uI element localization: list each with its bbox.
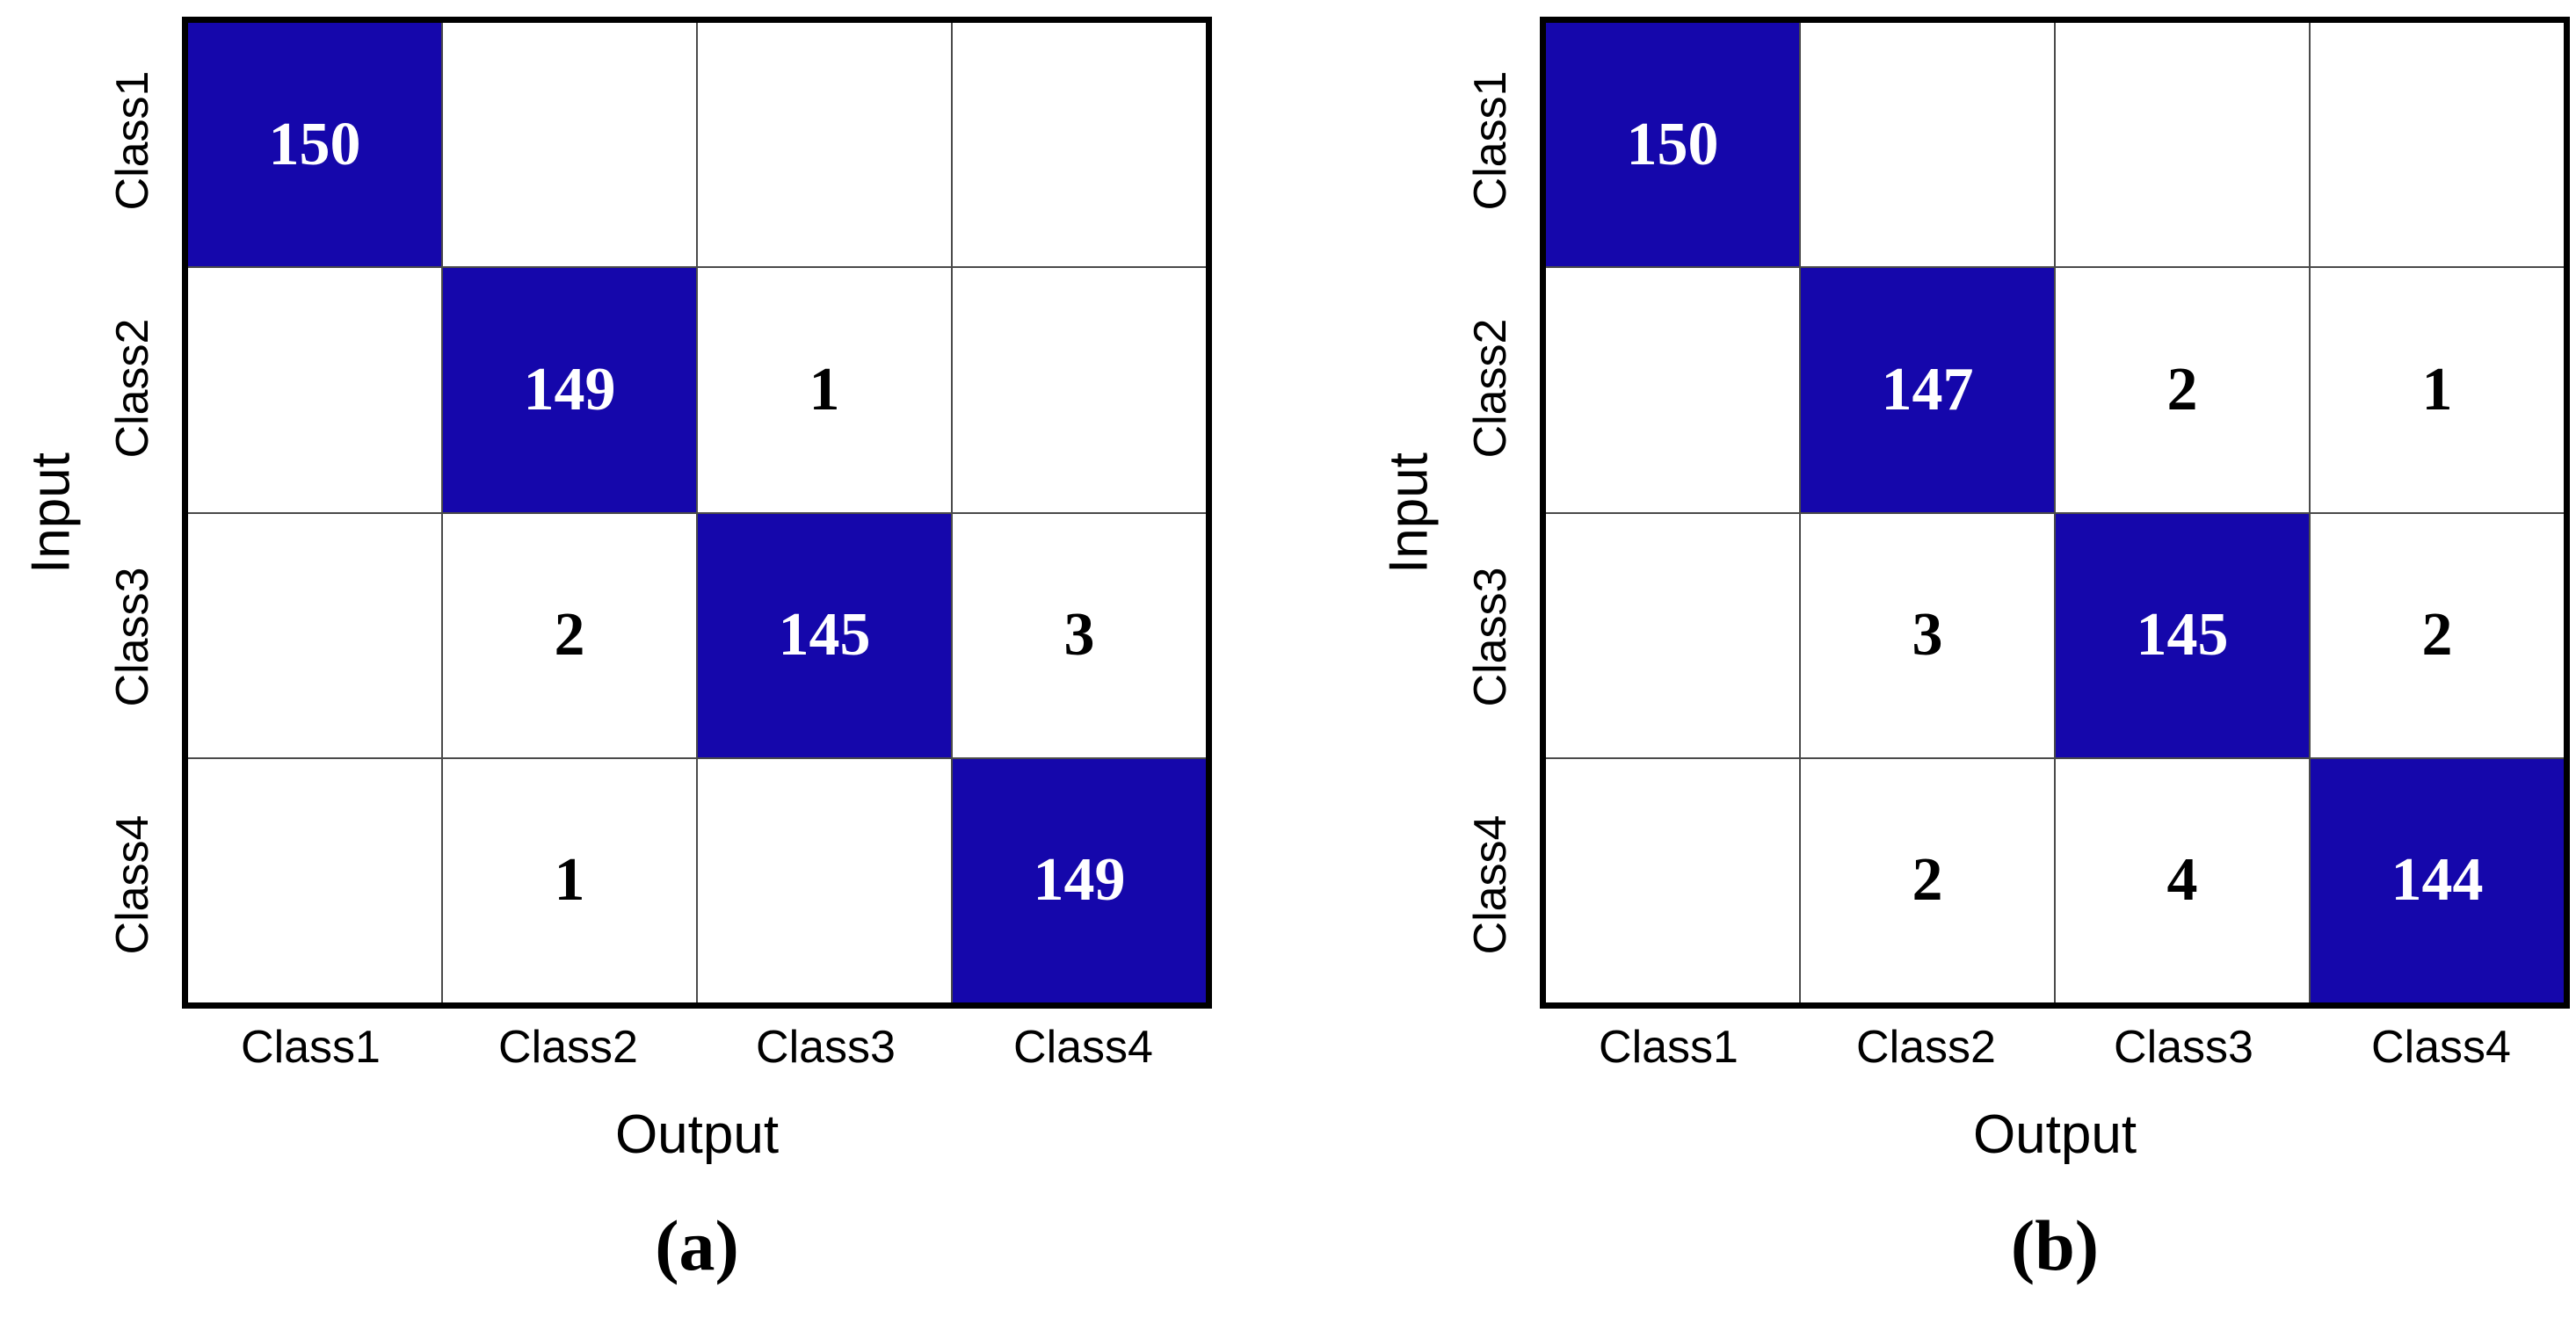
matrix-grid-a: 150 149 1 2 145 3 1 149 <box>182 17 1212 1009</box>
y-tick-label: Class3 <box>1465 567 1516 707</box>
panel-caption-a: (a) <box>655 1205 739 1285</box>
y-tick-label: Class4 <box>1465 814 1516 955</box>
matrix-cell: 149 <box>953 758 1206 1002</box>
matrix-cell <box>1546 513 1799 757</box>
matrix-grid-b: 150 147 2 1 3 145 2 2 4 144 <box>1540 17 2570 1009</box>
matrix-cell <box>1546 758 1799 1002</box>
x-axis-title: Output <box>1972 1104 2137 1165</box>
matrix-cell: 144 <box>2311 758 2564 1002</box>
x-tick-label: Class2 <box>1856 1022 1996 1073</box>
y-axis-ticks-b: Class1 Class2 Class3 Class4 <box>1441 17 1540 1009</box>
matrix-cell <box>2311 23 2564 267</box>
x-tick-label: Class3 <box>2114 1022 2253 1073</box>
y-axis-title: Input <box>20 452 81 574</box>
matrix-cell: 2 <box>2056 268 2309 512</box>
matrix-cells-a: 150 149 1 2 145 3 1 149 <box>188 23 1206 1002</box>
y-tick-slot: Class3 <box>83 513 182 761</box>
matrix-cell: 2 <box>2311 513 2564 757</box>
y-tick-slot: Class4 <box>1441 761 1540 1009</box>
matrix-cell <box>698 758 951 1002</box>
matrix-cell: 1 <box>443 758 696 1002</box>
y-tick-label: Class1 <box>107 70 158 211</box>
matrix-cell <box>2056 23 2309 267</box>
matrix-cell: 145 <box>2056 513 2309 757</box>
matrix-cell: 2 <box>1801 758 2054 1002</box>
x-axis-title: Output <box>614 1104 780 1165</box>
y-axis-title: Input <box>1378 452 1439 574</box>
matrix-cell <box>953 268 1206 512</box>
x-tick-label: Class4 <box>1013 1022 1153 1073</box>
plot-area-b: Input Class1 Class2 Class3 Class4 150 14… <box>1375 17 2570 1009</box>
x-tick-label: Class3 <box>756 1022 896 1073</box>
y-tick-label: Class3 <box>107 567 158 707</box>
y-tick-slot: Class1 <box>83 17 182 264</box>
y-tick-slot: Class1 <box>1441 17 1540 264</box>
matrix-cell: 2 <box>443 513 696 757</box>
y-axis-ticks-a: Class1 Class2 Class3 Class4 <box>83 17 182 1009</box>
y-tick-slot: Class4 <box>83 761 182 1009</box>
x-tick-label: Class4 <box>2371 1022 2511 1073</box>
y-tick-label: Class2 <box>1465 318 1516 459</box>
matrix-cell <box>953 23 1206 267</box>
matrix-cell: 150 <box>1546 23 1799 267</box>
matrix-cell: 3 <box>1801 513 2054 757</box>
x-tick-label: Class1 <box>1599 1022 1738 1073</box>
matrix-cell: 1 <box>698 268 951 512</box>
matrix-cell: 150 <box>188 23 441 267</box>
matrix-cell <box>698 23 951 267</box>
x-tick-label: Class2 <box>498 1022 638 1073</box>
matrix-cell: 1 <box>2311 268 2564 512</box>
matrix-cell <box>1546 268 1799 512</box>
matrix-cell <box>188 758 441 1002</box>
matrix-cell: 149 <box>443 268 696 512</box>
y-tick-slot: Class2 <box>1441 264 1540 512</box>
x-axis-ticks-b: Class1 Class2 Class3 Class4 <box>1540 1021 2570 1074</box>
panel-caption-b: (b) <box>2010 1205 2100 1285</box>
y-tick-slot: Class2 <box>83 264 182 512</box>
y-tick-label: Class4 <box>107 814 158 955</box>
matrix-cell: 145 <box>698 513 951 757</box>
x-axis-ticks-a: Class1 Class2 Class3 Class4 <box>182 1021 1212 1074</box>
matrix-cells-b: 150 147 2 1 3 145 2 2 4 144 <box>1546 23 2564 1002</box>
matrix-cell <box>443 23 696 267</box>
y-tick-label: Class1 <box>1465 70 1516 211</box>
matrix-cell <box>188 513 441 757</box>
y-axis-title-column-a: Input <box>18 17 83 1009</box>
y-tick-slot: Class3 <box>1441 513 1540 761</box>
matrix-cell: 3 <box>953 513 1206 757</box>
confusion-matrix-panel-b: Input Class1 Class2 Class3 Class4 150 14… <box>1375 17 2570 1287</box>
matrix-cell <box>188 268 441 512</box>
plot-area-a: Input Class1 Class2 Class3 Class4 150 14… <box>18 17 1212 1009</box>
y-tick-label: Class2 <box>107 318 158 459</box>
matrix-cell <box>1801 23 2054 267</box>
matrix-cell: 147 <box>1801 268 2054 512</box>
y-axis-title-column-b: Input <box>1375 17 1441 1009</box>
confusion-matrix-panel-a: Input Class1 Class2 Class3 Class4 150 14… <box>18 17 1212 1287</box>
x-tick-label: Class1 <box>241 1022 381 1073</box>
matrix-cell: 4 <box>2056 758 2309 1002</box>
